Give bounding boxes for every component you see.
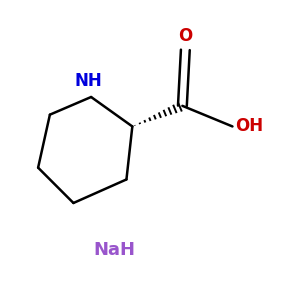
- Text: NaH: NaH: [94, 241, 136, 259]
- Text: NH: NH: [74, 72, 102, 90]
- Text: O: O: [178, 28, 193, 46]
- Text: OH: OH: [236, 117, 263, 135]
